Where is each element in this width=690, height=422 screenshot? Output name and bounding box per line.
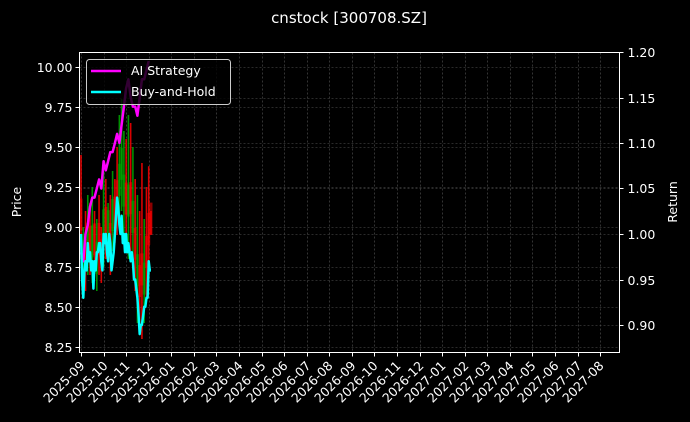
x-axis: 2025-092025-102025-112025-122026-012026-… xyxy=(40,352,607,406)
candle-body xyxy=(120,147,124,180)
candle-body xyxy=(115,180,119,213)
candle-body xyxy=(102,209,106,242)
candle-body xyxy=(117,163,121,196)
y-right-tick-label: 1.15 xyxy=(628,91,656,106)
candle-body xyxy=(149,202,153,235)
return-lines xyxy=(79,60,152,336)
y-tick-label: 8.50 xyxy=(45,300,73,315)
chart-title: cnstock [300708.SZ] xyxy=(271,9,427,27)
candle-body xyxy=(135,254,139,287)
price-candles xyxy=(79,99,153,339)
y-right-tick-label: 1.00 xyxy=(628,227,656,242)
candle-body xyxy=(131,201,135,233)
candle-body xyxy=(106,210,110,243)
candle-body xyxy=(104,207,108,239)
candle-body xyxy=(144,235,148,268)
left-y-axis: 8.25 8.50 8.75 9.00 9.25 9.50 9.75 10.00 xyxy=(37,60,80,355)
y-tick-label: 9.25 xyxy=(45,180,73,195)
candle-body xyxy=(86,223,90,255)
candle-body xyxy=(113,196,117,229)
buy-and-hold-line xyxy=(79,196,152,336)
candle-body xyxy=(81,249,85,282)
candle-body xyxy=(88,225,92,258)
candle-body xyxy=(147,212,151,245)
y-right-tick-label: 1.20 xyxy=(628,45,656,60)
candle-body xyxy=(111,199,115,231)
candle-body xyxy=(93,223,97,256)
y-right-tick-label: 1.05 xyxy=(628,181,656,196)
y-tick-label: 9.75 xyxy=(45,100,73,115)
candle-body xyxy=(124,182,128,215)
legend: AI Strategy Buy-and-Hold xyxy=(86,59,231,105)
candle-body xyxy=(90,225,94,258)
candle-body xyxy=(142,262,146,295)
y-right-tick-label: 1.10 xyxy=(628,136,656,151)
y-right-tick-label: 0.90 xyxy=(628,318,656,333)
y-tick-label: 9.00 xyxy=(45,220,73,235)
y-tick-label: 9.50 xyxy=(45,140,73,155)
candle-body xyxy=(138,265,142,297)
candle-body xyxy=(84,239,88,271)
left-axis-title: Price xyxy=(9,186,24,217)
candle-body xyxy=(140,253,144,286)
right-axis-title: Return xyxy=(665,181,680,222)
legend-box xyxy=(86,59,231,105)
y-tick-label: 8.75 xyxy=(45,260,73,275)
legend-label-ai-strategy: AI Strategy xyxy=(131,63,201,78)
plot-frame xyxy=(79,52,620,353)
y-tick-label: 10.00 xyxy=(37,60,73,75)
candle-body xyxy=(97,223,101,255)
right-y-axis: 0.90 0.95 1.00 1.05 1.10 1.15 1.20 xyxy=(619,45,656,333)
candle-body xyxy=(122,174,126,207)
candle-body xyxy=(79,198,83,231)
legend-label-buy-and-hold: Buy-and-Hold xyxy=(131,84,216,99)
y-tick-label: 8.25 xyxy=(45,340,73,355)
candle-body xyxy=(126,184,130,217)
y-right-tick-label: 0.95 xyxy=(628,273,656,288)
candle-body xyxy=(129,182,133,215)
ai-strategy-line xyxy=(79,60,150,263)
candle-body xyxy=(133,227,137,260)
